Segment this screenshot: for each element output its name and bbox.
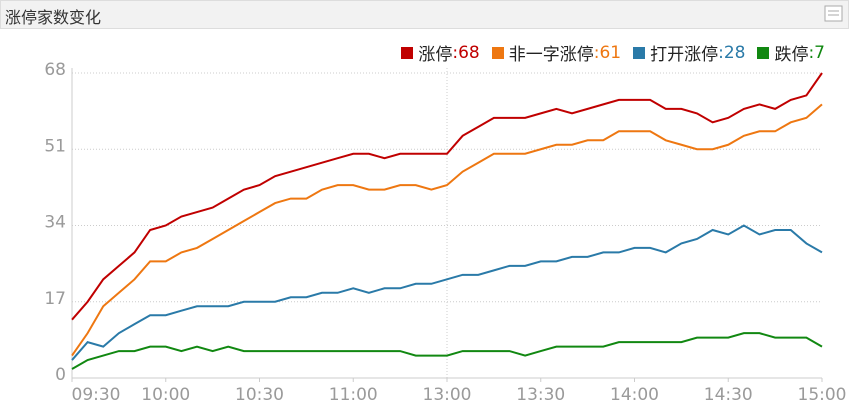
y-tick-label: 51 xyxy=(44,136,66,156)
series-line xyxy=(71,332,823,370)
y-tick-label: 0 xyxy=(55,365,66,385)
legend-value: :61 xyxy=(593,42,622,63)
x-tick-label: 09:30 xyxy=(72,385,121,405)
legend-label: 涨停 xyxy=(418,45,453,65)
legend-label: 跌停 xyxy=(774,45,809,65)
y-tick-label: 68 xyxy=(44,60,66,80)
x-tick-label: 13:00 xyxy=(423,385,472,405)
x-tick-label: 15:00 xyxy=(798,385,847,405)
legend-swatch xyxy=(757,46,770,59)
chart-title: 涨停家数变化 xyxy=(5,8,102,27)
x-tick-label: 14:00 xyxy=(610,385,659,405)
legend-swatch xyxy=(491,46,504,59)
y-tick-label: 17 xyxy=(44,289,66,309)
title-bar: 涨停家数变化 xyxy=(0,0,849,29)
legend-value: :68 xyxy=(452,42,480,63)
series-line xyxy=(71,103,823,357)
wp-icon xyxy=(824,5,843,22)
legend-item: 涨停:68 xyxy=(401,40,480,65)
x-tick-label: 10:00 xyxy=(141,385,190,405)
x-tick-label: 10:30 xyxy=(235,385,284,405)
legend-label: 打开涨停 xyxy=(650,45,719,65)
x-tick-label: 11:00 xyxy=(329,385,378,405)
legend-item: 非一字涨停:61 xyxy=(491,40,622,65)
y-tick-label: 34 xyxy=(44,213,66,233)
legend-item: 跌停:7 xyxy=(757,40,825,65)
legend-label: 非一字涨停 xyxy=(508,45,594,65)
series-line xyxy=(71,72,823,321)
legend-value: :28 xyxy=(718,42,746,63)
series-line xyxy=(71,224,823,361)
legend-swatch xyxy=(401,46,414,59)
legend-value: :7 xyxy=(808,42,825,63)
x-tick-label: 13:30 xyxy=(516,385,565,405)
legend-swatch xyxy=(633,46,646,59)
legend-item: 打开涨停:28 xyxy=(633,40,745,65)
x-tick-label: 14:30 xyxy=(704,385,753,405)
legend: 涨停:68 非一字涨停:61 打开涨停:28 跌停:7 xyxy=(401,40,825,65)
